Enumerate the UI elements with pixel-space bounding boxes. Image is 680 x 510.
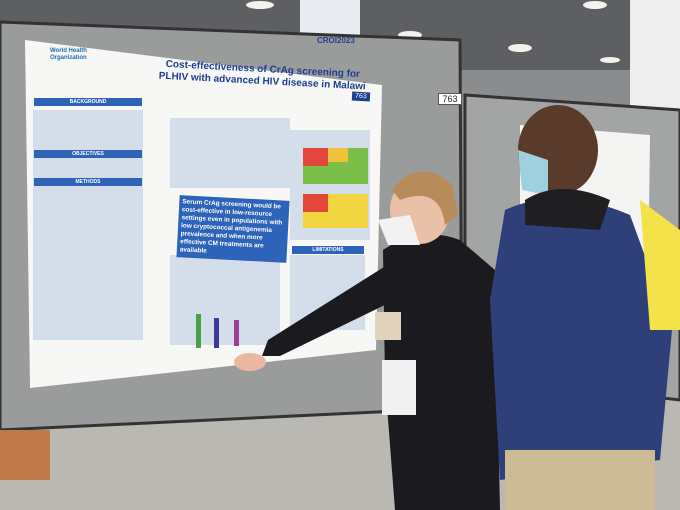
poster-number: 763 [351, 91, 370, 102]
pillar [630, 0, 680, 110]
heatmaps [303, 148, 368, 228]
section-header: METHODS [34, 178, 142, 186]
key-message: Serum CrAg screening would be cost-effec… [176, 195, 290, 263]
person-right [640, 200, 680, 330]
person-left [0, 430, 50, 480]
banner-text: CROI2023 [317, 36, 355, 45]
section-header: BACKGROUND [34, 98, 142, 106]
board-sign: 763 [438, 93, 462, 105]
man [490, 105, 672, 510]
organization: World Health Organization [50, 48, 87, 61]
woman [234, 171, 500, 510]
section-header: OBJECTIVES [34, 150, 142, 158]
section-header: LIMITATIONS [292, 246, 364, 254]
bar-chart [196, 314, 239, 348]
